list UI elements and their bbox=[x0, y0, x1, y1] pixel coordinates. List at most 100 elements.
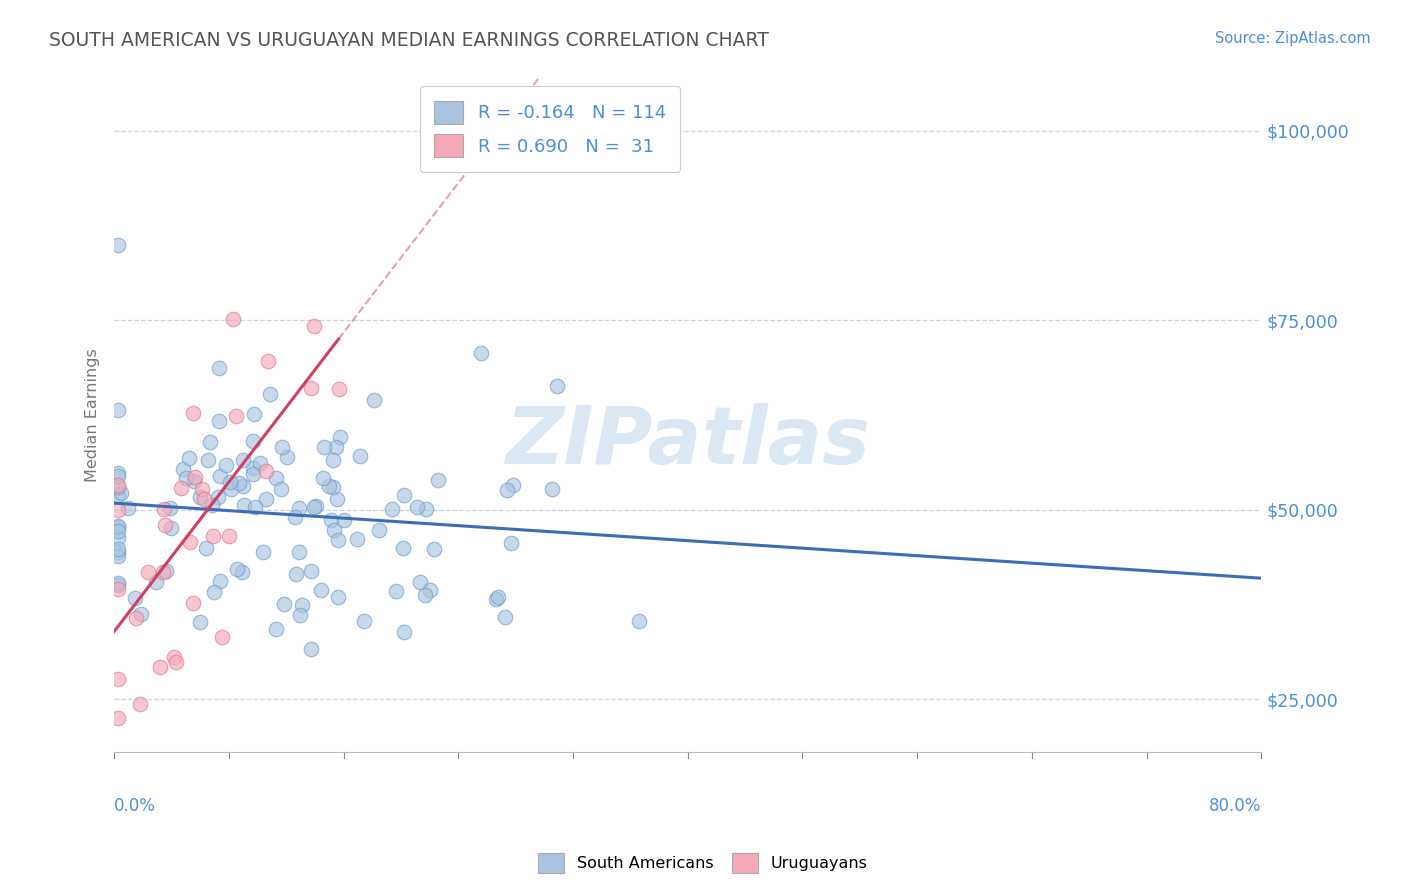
Point bbox=[495, 483, 517, 497]
Point bbox=[231, 566, 253, 580]
Point bbox=[107, 577, 129, 591]
Point bbox=[415, 501, 437, 516]
Point bbox=[117, 500, 139, 515]
Point bbox=[208, 361, 231, 376]
Point bbox=[107, 524, 129, 539]
Point bbox=[264, 622, 287, 636]
Point bbox=[159, 500, 181, 515]
Point bbox=[181, 596, 204, 610]
Point bbox=[152, 565, 174, 579]
Point bbox=[232, 478, 254, 492]
Point bbox=[391, 541, 413, 555]
Text: 0.0%: 0.0% bbox=[114, 797, 156, 814]
Point bbox=[326, 533, 349, 547]
Point bbox=[181, 406, 204, 420]
Point bbox=[107, 545, 129, 559]
Point bbox=[243, 500, 266, 514]
Point bbox=[299, 564, 322, 578]
Point bbox=[165, 655, 187, 669]
Point bbox=[219, 482, 242, 496]
Point bbox=[540, 482, 562, 496]
Point bbox=[183, 474, 205, 488]
Point bbox=[200, 435, 222, 450]
Point bbox=[194, 541, 217, 556]
Point bbox=[107, 503, 129, 517]
Point bbox=[326, 491, 349, 506]
Point bbox=[107, 549, 129, 564]
Point bbox=[145, 575, 167, 590]
Point bbox=[309, 583, 332, 598]
Point bbox=[288, 500, 311, 515]
Point bbox=[409, 575, 432, 590]
Point bbox=[107, 673, 129, 687]
Point bbox=[228, 475, 250, 490]
Point bbox=[107, 531, 129, 545]
Point bbox=[201, 498, 224, 512]
Point bbox=[363, 393, 385, 408]
Point bbox=[136, 566, 159, 580]
Point bbox=[110, 485, 132, 500]
Point bbox=[222, 312, 245, 326]
Point bbox=[546, 379, 568, 393]
Point bbox=[392, 625, 415, 640]
Point bbox=[326, 590, 349, 604]
Point bbox=[346, 533, 368, 547]
Point bbox=[270, 482, 292, 496]
Point bbox=[219, 475, 242, 489]
Point bbox=[499, 536, 522, 550]
Point bbox=[129, 607, 152, 621]
Point bbox=[406, 500, 429, 514]
Point bbox=[107, 711, 129, 725]
Text: SOUTH AMERICAN VS URUGUAYAN MEDIAN EARNINGS CORRELATION CHART: SOUTH AMERICAN VS URUGUAYAN MEDIAN EARNI… bbox=[49, 31, 769, 50]
Point bbox=[107, 468, 129, 483]
Point bbox=[208, 469, 231, 483]
Point bbox=[243, 407, 266, 421]
Point bbox=[423, 541, 446, 556]
Point bbox=[125, 611, 148, 625]
Point bbox=[257, 353, 280, 368]
Point bbox=[302, 318, 325, 333]
Point bbox=[271, 440, 294, 454]
Point bbox=[485, 592, 508, 607]
Point bbox=[153, 502, 176, 516]
Point bbox=[502, 478, 524, 492]
Point bbox=[201, 529, 224, 543]
Point bbox=[259, 387, 281, 401]
Point bbox=[322, 523, 344, 537]
Point bbox=[107, 467, 129, 481]
Point bbox=[291, 598, 314, 612]
Point bbox=[312, 441, 335, 455]
Point bbox=[312, 470, 335, 484]
Point bbox=[184, 469, 207, 483]
Point bbox=[304, 500, 326, 515]
Point bbox=[254, 464, 277, 478]
Point bbox=[172, 461, 194, 475]
Point bbox=[170, 481, 193, 495]
Point bbox=[254, 491, 277, 506]
Point bbox=[273, 597, 295, 611]
Point bbox=[149, 659, 172, 673]
Point bbox=[322, 480, 344, 494]
Point bbox=[288, 607, 311, 622]
Point bbox=[284, 567, 307, 582]
Point bbox=[321, 513, 343, 527]
Point bbox=[494, 609, 516, 624]
Point bbox=[232, 453, 254, 467]
Point bbox=[252, 545, 274, 559]
Point bbox=[211, 630, 233, 644]
Point bbox=[381, 502, 404, 516]
Point bbox=[486, 590, 509, 604]
Point bbox=[155, 518, 177, 533]
Point bbox=[470, 346, 492, 360]
Point bbox=[305, 500, 328, 514]
Point bbox=[276, 450, 298, 464]
Point bbox=[242, 467, 264, 482]
Point bbox=[191, 483, 214, 497]
Point bbox=[287, 545, 309, 559]
Point bbox=[249, 456, 271, 470]
Point bbox=[349, 449, 371, 463]
Point bbox=[107, 582, 129, 596]
Point bbox=[419, 582, 441, 597]
Point bbox=[107, 575, 129, 590]
Point bbox=[188, 615, 211, 630]
